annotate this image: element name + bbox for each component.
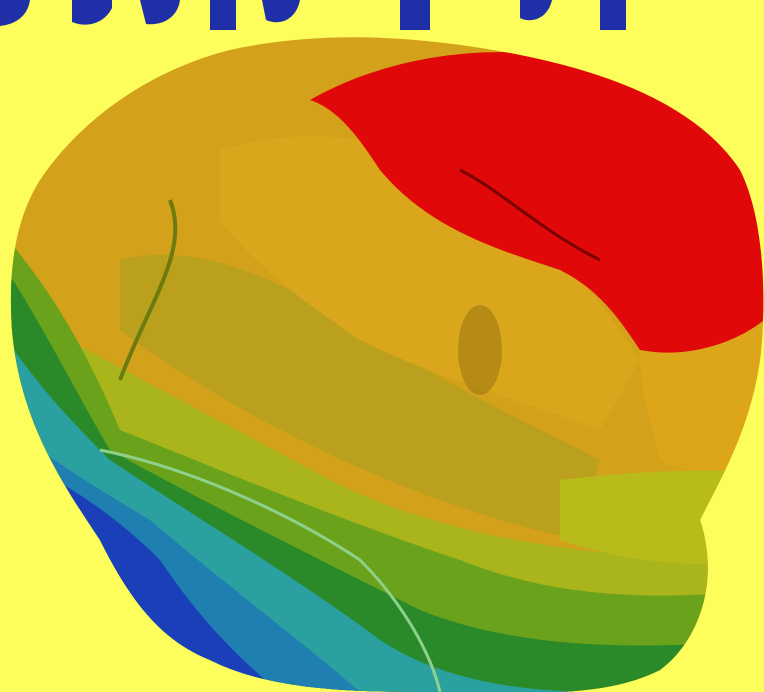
cropped-title [0, 0, 626, 30]
